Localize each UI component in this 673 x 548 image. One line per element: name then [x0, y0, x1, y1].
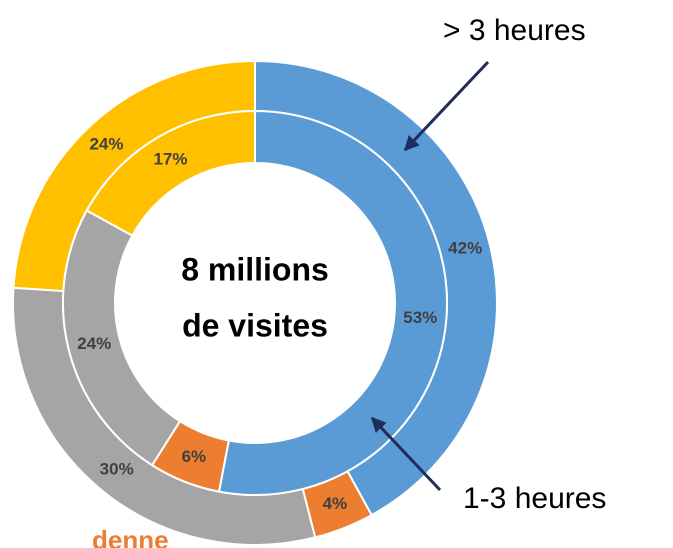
- footer: denne: [92, 525, 169, 548]
- data-label: 53%: [403, 308, 437, 327]
- annotation: 1-3 heures: [463, 482, 606, 515]
- data-label: 30%: [100, 460, 134, 479]
- data-label: 4%: [323, 494, 348, 513]
- center-label: 8 millions: [181, 251, 329, 287]
- center-label: de visites: [182, 307, 328, 343]
- data-label: 6%: [182, 447, 207, 466]
- data-label: 24%: [89, 134, 123, 153]
- annotation: > 3 heures: [443, 14, 586, 47]
- slice: [217, 109, 448, 496]
- data-label: 42%: [448, 239, 482, 258]
- data-label: 17%: [153, 150, 187, 169]
- rings: [12, 59, 498, 546]
- slice: [85, 109, 256, 237]
- data-label: 24%: [77, 334, 111, 353]
- arrow: [370, 416, 442, 492]
- arrow: [403, 60, 490, 152]
